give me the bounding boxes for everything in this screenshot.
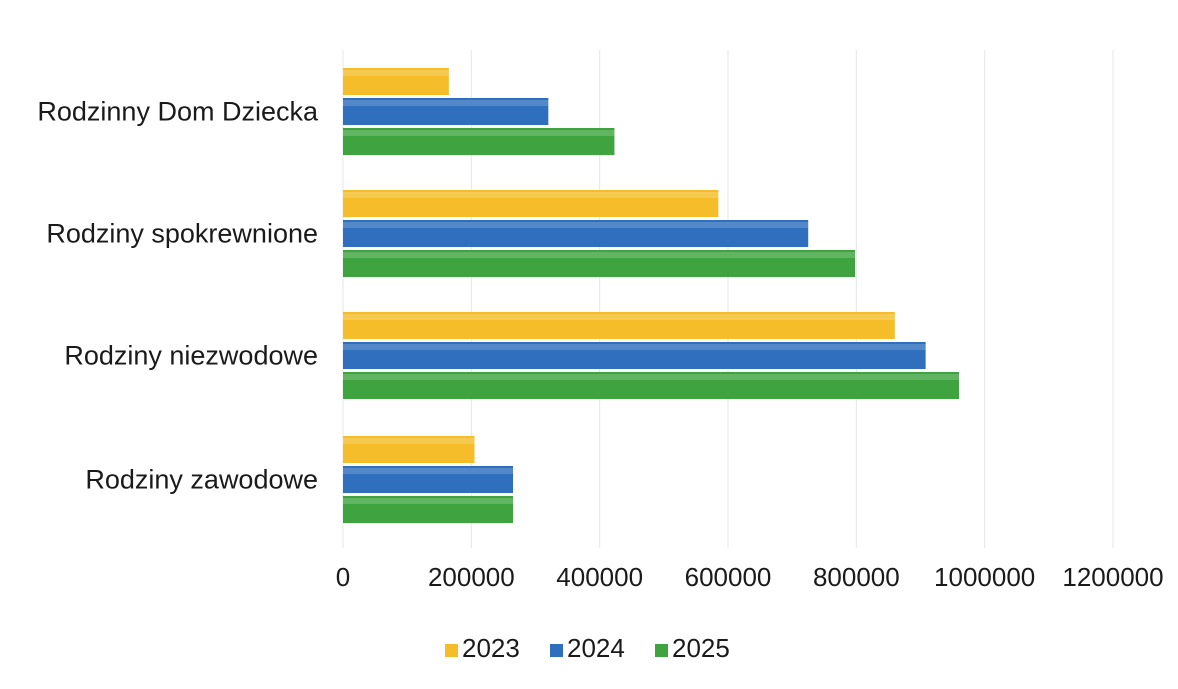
legend-swatch-2024 (550, 644, 563, 657)
x-tick-labels: 0 200000 400000 600000 800000 1000000 1200000 (336, 562, 1164, 592)
legend-label-2023: 2023 (462, 633, 520, 663)
x-tick-label: 0 (336, 562, 350, 592)
x-tick-label: 1000000 (934, 562, 1035, 592)
bar-highlight (343, 498, 513, 504)
legend-label-2025: 2025 (672, 633, 730, 663)
bar-highlight (343, 222, 808, 228)
legend-swatch-2025 (655, 644, 668, 657)
category-label: Rodziny niezwodowe (64, 341, 318, 371)
x-tick-label: 200000 (428, 562, 515, 592)
bar-highlight (343, 314, 895, 320)
bars (343, 68, 959, 523)
bar-highlight (343, 192, 718, 198)
category-label: Rodziny spokrewnione (46, 219, 318, 249)
category-labels: Rodzinny Dom Dziecka Rodziny spokrewnione… (37, 97, 319, 495)
bar-highlight (343, 374, 959, 380)
bar-highlight (343, 344, 926, 350)
x-tick-label: 1200000 (1062, 562, 1163, 592)
category-label: Rodzinny Dom Dziecka (37, 97, 319, 127)
bar-highlight (343, 252, 855, 258)
bar-highlight (343, 438, 475, 444)
legend-label-2024: 2024 (567, 633, 625, 663)
x-tick-label: 800000 (813, 562, 900, 592)
legend: 2023 2024 2025 (445, 633, 730, 663)
x-tick-label: 600000 (685, 562, 772, 592)
bar-highlight (343, 100, 548, 106)
legend-swatch-2023 (445, 644, 458, 657)
bar-highlight (343, 130, 614, 136)
bar-highlight (343, 70, 449, 76)
x-tick-label: 400000 (556, 562, 643, 592)
bar-highlight (343, 468, 513, 474)
category-label: Rodziny zawodowe (85, 465, 318, 495)
